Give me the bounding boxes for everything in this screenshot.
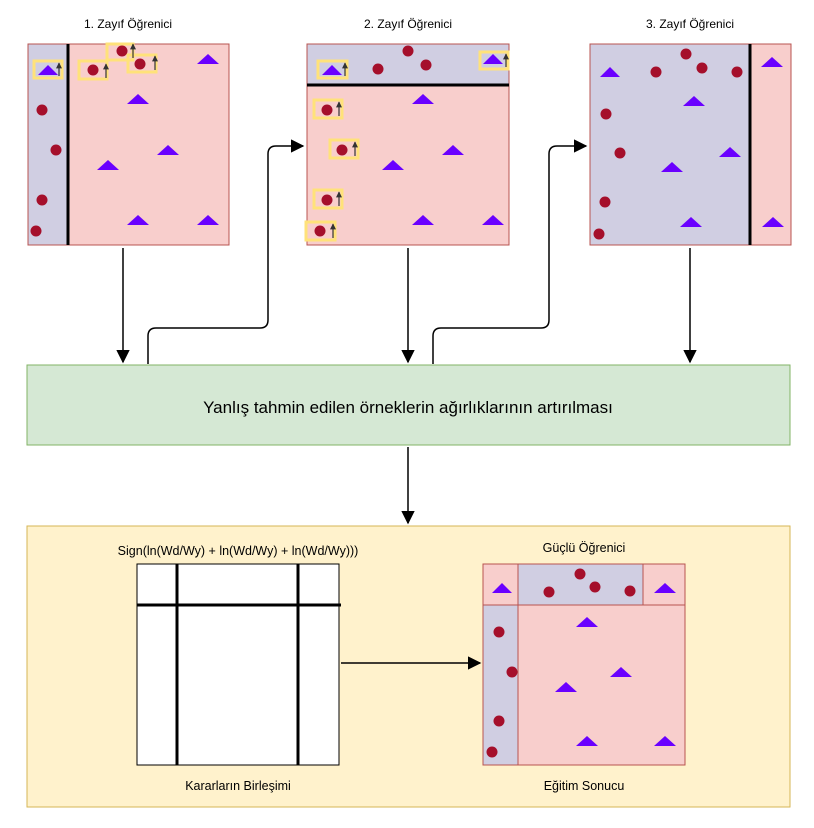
circle-sample xyxy=(593,228,605,240)
circle-sample xyxy=(506,666,518,678)
ensemble-formula: Sign(ln(Wd/Wy) + ln(Wd/Wy) + ln(Wd/Wy))) xyxy=(118,544,359,558)
circle-sample xyxy=(87,64,99,76)
circle-sample xyxy=(402,45,414,57)
highlight-box xyxy=(312,188,344,210)
triangle-sample xyxy=(127,94,149,104)
learner-3-red-region xyxy=(749,43,792,246)
triangle-sample xyxy=(576,617,598,627)
triangle-sample xyxy=(382,160,404,170)
circle-sample xyxy=(134,58,146,70)
circle-sample xyxy=(116,45,128,57)
strong-learner-title: Güçlü Öğrenici xyxy=(543,541,626,555)
triangle-sample xyxy=(483,54,503,64)
triangle-sample xyxy=(600,67,620,77)
highlight-box xyxy=(312,98,344,120)
highlight-box xyxy=(304,220,337,242)
circle-sample xyxy=(589,581,601,593)
circle-sample xyxy=(50,144,62,156)
triangle-sample xyxy=(683,96,705,106)
circle-sample xyxy=(36,194,48,206)
arrow-process-to-learner-2 xyxy=(147,139,305,364)
highlight-box xyxy=(126,53,158,74)
highlight-box xyxy=(32,59,64,80)
circle-sample xyxy=(696,62,708,74)
circle-sample xyxy=(493,626,505,638)
learner-2-red-region xyxy=(306,84,510,246)
circle-sample xyxy=(372,63,384,75)
highlight-box xyxy=(328,138,360,160)
triangle-sample xyxy=(555,682,577,692)
triangle-sample xyxy=(127,215,149,225)
triangle-sample xyxy=(576,736,598,746)
triangle-sample xyxy=(492,583,512,593)
circle-sample xyxy=(600,108,612,120)
weak-learner-2-panel xyxy=(304,43,510,246)
triangle-sample xyxy=(762,217,784,227)
triangle-sample xyxy=(97,160,119,170)
weak-learner-3-panel xyxy=(589,43,792,246)
circle-sample xyxy=(650,66,662,78)
weak-learner-1-panel xyxy=(27,42,230,246)
triangle-sample xyxy=(412,215,434,225)
circle-sample xyxy=(420,59,432,71)
triangle-sample xyxy=(761,57,783,67)
circle-sample xyxy=(36,104,48,116)
triangle-sample xyxy=(412,94,434,104)
triangle-sample xyxy=(482,215,504,225)
circle-sample xyxy=(680,48,692,60)
arrow-process-to-learner-3 xyxy=(432,139,588,364)
strong-learner-panel xyxy=(482,563,686,766)
circle-sample xyxy=(321,194,333,206)
circle-sample xyxy=(614,147,626,159)
combine-label: Kararların Birleşimi xyxy=(185,779,291,793)
circle-sample xyxy=(30,225,42,237)
weight-update-process-box xyxy=(26,364,791,446)
triangle-sample xyxy=(654,583,676,593)
circle-sample xyxy=(624,585,636,597)
triangle-sample xyxy=(654,736,676,746)
circle-sample xyxy=(493,715,505,727)
triangle-sample xyxy=(322,65,342,75)
circle-sample xyxy=(543,586,555,598)
triangle-sample xyxy=(197,54,219,64)
triangle-sample xyxy=(661,162,683,172)
learner-1-title: 1. Zayıf Öğrenici xyxy=(84,17,172,31)
triangle-sample xyxy=(38,65,58,75)
circle-sample xyxy=(314,225,326,237)
strong-main-red xyxy=(517,604,686,766)
process-label: Yanlış tahmin edilen örneklerin ağırlıkl… xyxy=(203,398,613,417)
circle-sample xyxy=(599,196,611,208)
triangle-sample xyxy=(719,147,741,157)
combined-grid-frame xyxy=(136,563,340,766)
highlight-box xyxy=(77,59,109,81)
highlight-box xyxy=(478,50,510,71)
triangle-sample xyxy=(680,217,702,227)
learner-2-title: 2. Zayıf Öğrenici xyxy=(364,17,452,31)
circle-sample xyxy=(486,746,498,758)
outcome-label: Eğitim Sonucu xyxy=(544,779,625,793)
triangle-sample xyxy=(157,145,179,155)
triangle-sample xyxy=(197,215,219,225)
circle-sample xyxy=(731,66,743,78)
circle-sample xyxy=(574,568,586,580)
learner-3-title: 3. Zayıf Öğrenici xyxy=(646,17,734,31)
combined-decisions-grid xyxy=(136,563,341,766)
triangle-sample xyxy=(442,145,464,155)
learner-3-blue-region xyxy=(589,43,751,246)
triangle-sample xyxy=(610,667,632,677)
circle-sample xyxy=(336,144,348,156)
highlight-box xyxy=(316,59,349,80)
circle-sample xyxy=(321,104,333,116)
